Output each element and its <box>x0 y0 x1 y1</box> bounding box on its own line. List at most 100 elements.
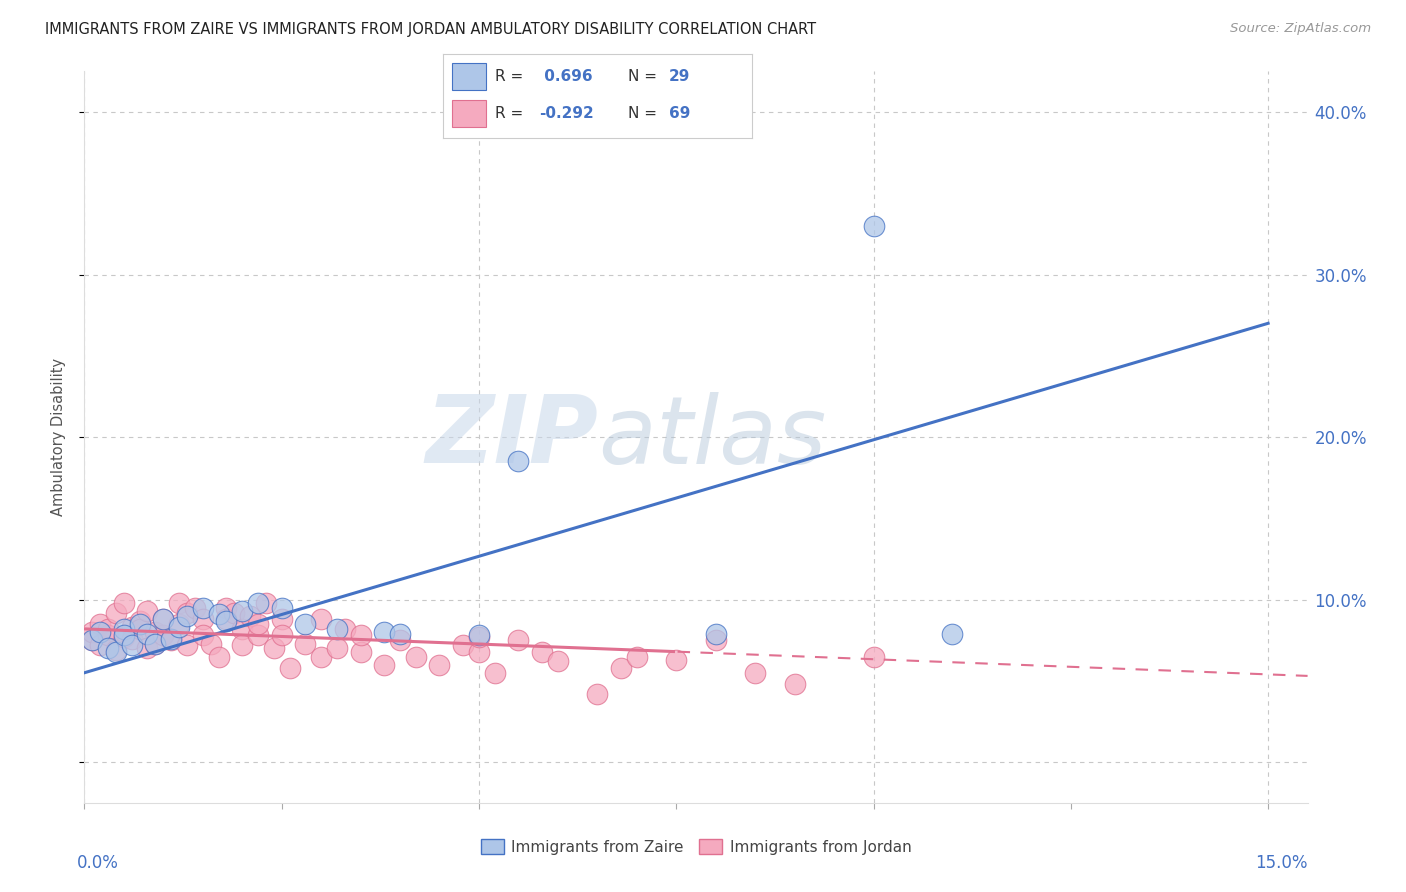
Point <box>389 626 412 640</box>
Point <box>224 606 246 620</box>
Bar <box>453 100 486 128</box>
Point <box>309 649 332 664</box>
Point <box>239 608 262 623</box>
Point <box>626 649 648 664</box>
Point <box>82 633 104 648</box>
Text: 69: 69 <box>669 106 690 121</box>
Point <box>704 626 727 640</box>
Point <box>429 657 451 672</box>
Text: N =: N = <box>628 106 658 121</box>
Text: IMMIGRANTS FROM ZAIRE VS IMMIGRANTS FROM JORDAN AMBULATORY DISABILITY CORRELATIO: IMMIGRANTS FROM ZAIRE VS IMMIGRANTS FROM… <box>45 22 815 37</box>
Text: 0.0%: 0.0% <box>76 854 118 872</box>
Point <box>326 622 349 636</box>
Point <box>136 626 159 640</box>
Point <box>191 612 214 626</box>
Point <box>112 622 135 636</box>
Point <box>468 630 491 644</box>
Point <box>176 606 198 620</box>
Point <box>531 645 554 659</box>
Point <box>610 661 633 675</box>
Point <box>405 649 427 664</box>
Point <box>278 661 301 675</box>
Point <box>136 641 159 656</box>
Point <box>136 604 159 618</box>
Text: R =: R = <box>495 69 523 84</box>
Text: Source: ZipAtlas.com: Source: ZipAtlas.com <box>1230 22 1371 36</box>
Point <box>104 643 127 657</box>
Point <box>468 628 491 642</box>
Point <box>167 617 190 632</box>
Point <box>145 625 167 640</box>
Point <box>191 628 214 642</box>
Point <box>191 600 214 615</box>
Point <box>862 219 884 233</box>
Point <box>231 604 253 618</box>
Point <box>104 606 127 620</box>
Point <box>349 645 371 659</box>
Point <box>215 614 238 628</box>
Point <box>941 626 963 640</box>
Point <box>246 628 269 642</box>
Point <box>97 641 120 656</box>
Text: 29: 29 <box>669 69 690 84</box>
Point <box>176 608 198 623</box>
Point <box>167 596 190 610</box>
Point <box>89 638 111 652</box>
Point <box>349 628 371 642</box>
Point <box>160 632 183 646</box>
Point <box>207 649 229 664</box>
Point <box>215 600 238 615</box>
Point <box>508 454 530 468</box>
Point <box>231 638 253 652</box>
Point <box>294 636 316 650</box>
Point <box>121 638 143 652</box>
Point <box>468 645 491 659</box>
Point <box>97 628 120 642</box>
Point <box>270 600 292 615</box>
Point <box>744 665 766 680</box>
Point <box>200 636 222 650</box>
Point <box>270 628 292 642</box>
Point <box>484 665 506 680</box>
Point <box>112 630 135 644</box>
Point <box>508 633 530 648</box>
Point <box>270 612 292 626</box>
Point <box>263 641 285 656</box>
Point <box>121 632 143 646</box>
Text: 15.0%: 15.0% <box>1256 854 1308 872</box>
Point <box>89 625 111 640</box>
Text: 0.696: 0.696 <box>538 69 592 84</box>
Point <box>586 687 609 701</box>
Point <box>309 612 332 626</box>
Point <box>231 622 253 636</box>
Point <box>82 625 104 640</box>
Point <box>112 628 135 642</box>
Y-axis label: Ambulatory Disability: Ambulatory Disability <box>51 358 66 516</box>
Point <box>333 622 356 636</box>
Point <box>145 636 167 650</box>
Point <box>121 620 143 634</box>
Point <box>152 628 174 642</box>
Point <box>152 612 174 626</box>
Point <box>215 612 238 626</box>
Point <box>326 641 349 656</box>
Text: -0.292: -0.292 <box>538 106 593 121</box>
Point <box>82 633 104 648</box>
Point <box>254 596 277 610</box>
Point <box>451 638 474 652</box>
Point <box>89 617 111 632</box>
Point <box>112 596 135 610</box>
Point <box>128 622 150 636</box>
Point <box>176 638 198 652</box>
Point <box>373 657 395 672</box>
Text: R =: R = <box>495 106 523 121</box>
Point <box>665 653 688 667</box>
Legend: Immigrants from Zaire, Immigrants from Jordan: Immigrants from Zaire, Immigrants from J… <box>475 833 917 861</box>
Point <box>152 612 174 626</box>
Point <box>862 649 884 664</box>
Point <box>783 677 806 691</box>
Point <box>389 633 412 648</box>
Text: N =: N = <box>628 69 658 84</box>
Point <box>373 625 395 640</box>
Point <box>184 600 207 615</box>
